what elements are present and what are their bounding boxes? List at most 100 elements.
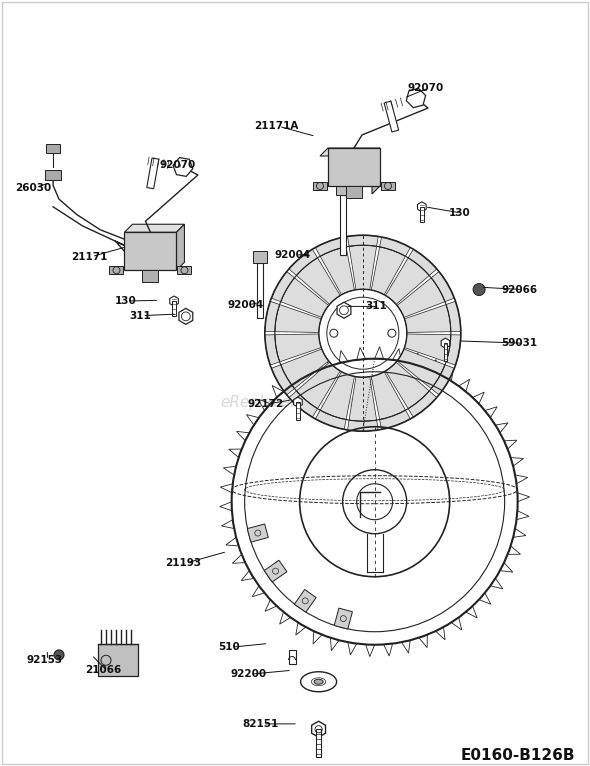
Polygon shape	[371, 372, 405, 420]
Polygon shape	[265, 335, 280, 365]
Text: 92153: 92153	[27, 655, 63, 666]
Text: 92070: 92070	[407, 83, 443, 93]
Polygon shape	[313, 631, 322, 644]
Polygon shape	[444, 368, 454, 381]
Bar	[253, 251, 267, 263]
Polygon shape	[271, 271, 294, 302]
Polygon shape	[384, 643, 392, 656]
Bar	[172, 301, 176, 316]
Bar	[142, 270, 159, 282]
Polygon shape	[397, 278, 445, 317]
Polygon shape	[513, 529, 526, 537]
Polygon shape	[397, 349, 445, 388]
Text: 311: 311	[130, 310, 152, 321]
Polygon shape	[408, 391, 437, 417]
Polygon shape	[504, 440, 517, 449]
Polygon shape	[247, 414, 259, 425]
Polygon shape	[419, 635, 427, 647]
Polygon shape	[170, 296, 178, 306]
Bar	[313, 182, 327, 190]
Text: 510: 510	[218, 642, 240, 653]
Polygon shape	[226, 537, 238, 546]
Polygon shape	[451, 617, 462, 630]
Polygon shape	[392, 349, 401, 362]
Polygon shape	[496, 423, 508, 433]
Text: 26030: 26030	[15, 182, 51, 193]
Circle shape	[54, 650, 64, 660]
Polygon shape	[315, 410, 346, 430]
Polygon shape	[379, 237, 411, 257]
Bar	[420, 207, 424, 222]
Text: 92200: 92200	[230, 669, 266, 679]
Polygon shape	[232, 555, 245, 563]
Polygon shape	[408, 249, 437, 276]
Text: 21171A: 21171A	[254, 121, 298, 132]
Polygon shape	[385, 362, 430, 408]
Polygon shape	[511, 457, 523, 466]
Text: 59031: 59031	[502, 338, 537, 349]
Polygon shape	[405, 334, 451, 362]
Bar	[316, 729, 321, 758]
Polygon shape	[315, 237, 346, 257]
Polygon shape	[473, 392, 484, 404]
Bar	[384, 101, 399, 132]
Polygon shape	[275, 334, 321, 362]
Polygon shape	[179, 309, 193, 324]
Text: 92172: 92172	[248, 398, 284, 409]
Text: 130: 130	[115, 296, 137, 306]
Polygon shape	[328, 148, 380, 186]
Polygon shape	[281, 349, 329, 388]
Polygon shape	[229, 449, 242, 457]
Polygon shape	[348, 420, 378, 431]
Polygon shape	[385, 258, 430, 304]
Text: 130: 130	[448, 208, 470, 218]
Text: E0160-B126B: E0160-B126B	[461, 748, 575, 763]
Polygon shape	[173, 158, 193, 176]
Polygon shape	[435, 627, 445, 640]
Polygon shape	[330, 638, 339, 650]
Polygon shape	[379, 410, 411, 430]
Polygon shape	[176, 224, 185, 270]
Polygon shape	[296, 362, 340, 408]
Polygon shape	[490, 578, 503, 589]
Polygon shape	[237, 431, 250, 441]
Polygon shape	[372, 148, 380, 194]
Polygon shape	[348, 235, 378, 247]
Polygon shape	[339, 351, 348, 363]
Polygon shape	[258, 399, 270, 411]
Bar	[178, 267, 191, 274]
Polygon shape	[320, 372, 355, 420]
Polygon shape	[224, 466, 236, 475]
Bar	[45, 169, 61, 180]
Bar	[340, 195, 346, 255]
Polygon shape	[366, 644, 375, 656]
Polygon shape	[446, 335, 461, 365]
Polygon shape	[401, 640, 410, 653]
Polygon shape	[405, 305, 451, 332]
Bar	[336, 183, 350, 195]
Polygon shape	[289, 391, 317, 417]
Polygon shape	[220, 484, 233, 493]
Polygon shape	[271, 365, 294, 395]
Polygon shape	[427, 359, 436, 372]
Polygon shape	[124, 224, 185, 232]
Circle shape	[473, 283, 485, 296]
Polygon shape	[458, 379, 470, 391]
Bar	[98, 644, 138, 676]
Polygon shape	[312, 722, 326, 737]
Polygon shape	[287, 374, 298, 386]
Polygon shape	[272, 385, 284, 398]
Polygon shape	[349, 245, 376, 290]
Bar	[46, 144, 60, 153]
Polygon shape	[265, 600, 277, 611]
Text: 92004: 92004	[227, 300, 263, 310]
Bar	[289, 650, 296, 664]
Text: 21193: 21193	[165, 558, 201, 568]
Polygon shape	[275, 305, 321, 332]
Polygon shape	[485, 407, 497, 417]
Polygon shape	[431, 365, 454, 395]
Polygon shape	[517, 493, 530, 502]
Polygon shape	[441, 338, 450, 349]
Ellipse shape	[314, 679, 323, 684]
Polygon shape	[289, 249, 317, 276]
